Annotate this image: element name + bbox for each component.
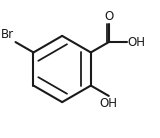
Text: Br: Br (1, 28, 14, 41)
Text: O: O (104, 10, 113, 23)
Text: OH: OH (127, 36, 145, 49)
Text: OH: OH (100, 97, 118, 110)
